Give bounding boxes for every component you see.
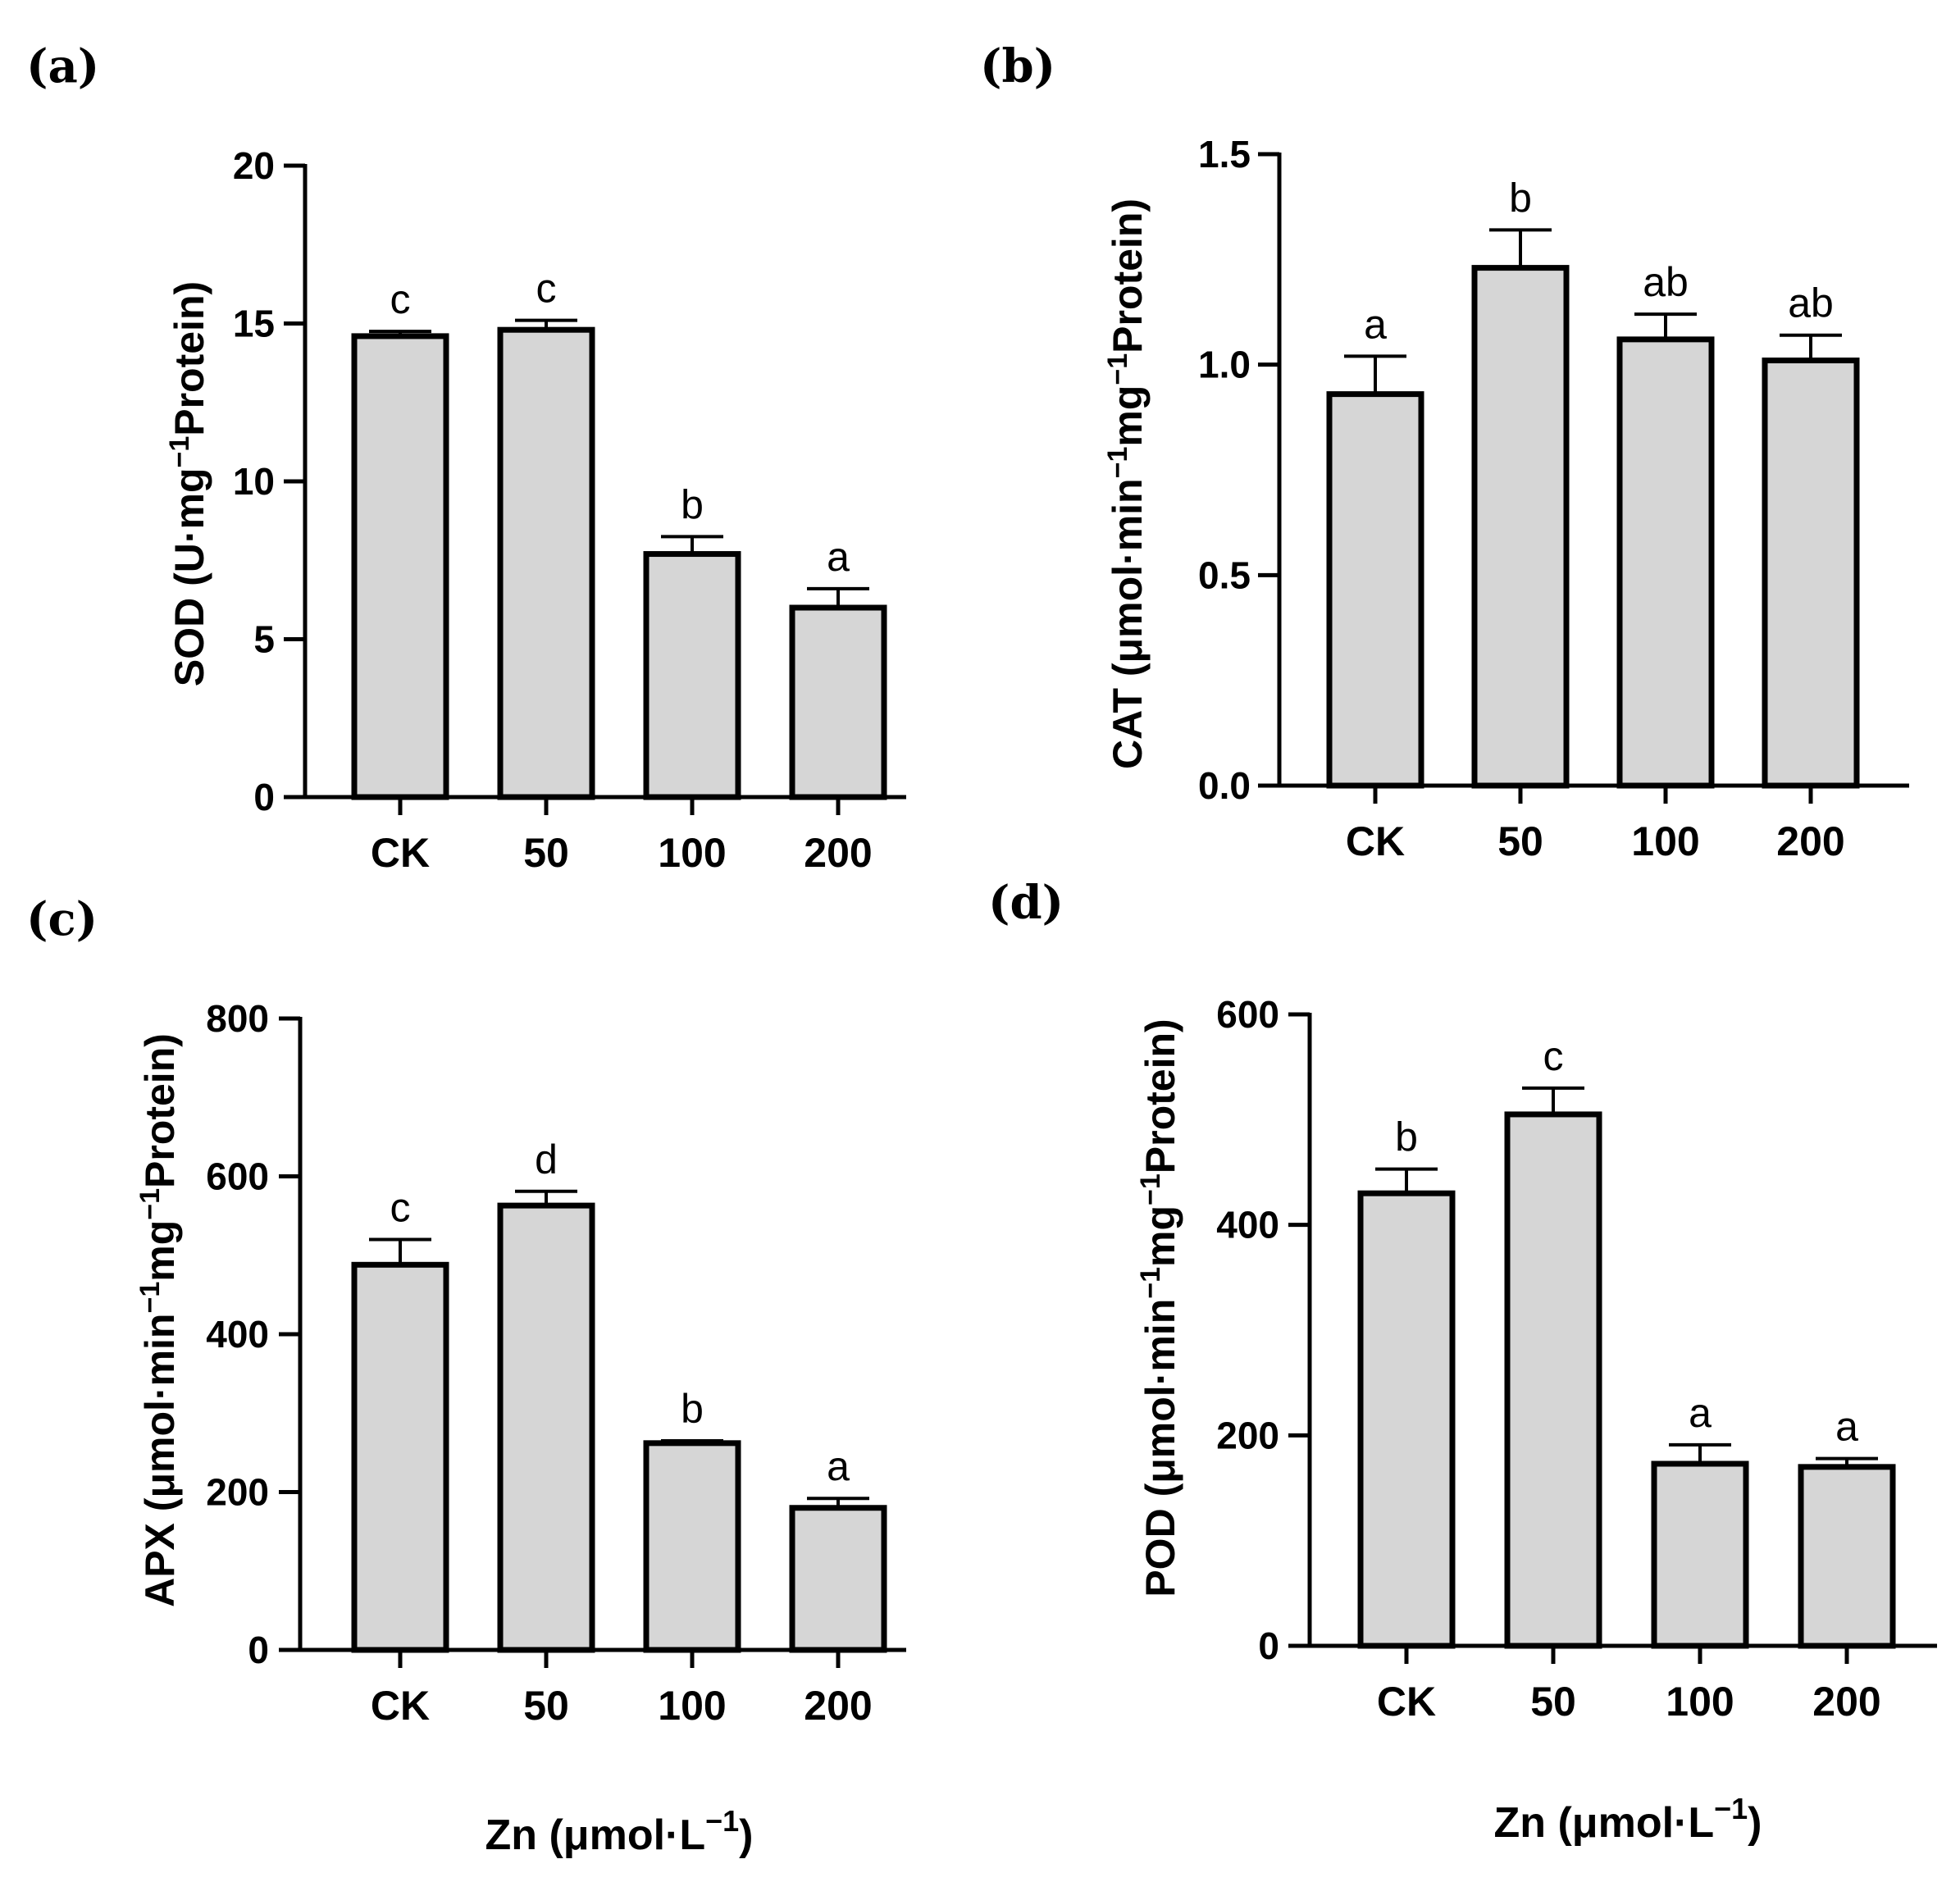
y-tick-label-a-3: 15 [233, 303, 275, 345]
sig-letter-d-CK: b [1395, 1114, 1418, 1160]
bar-c-50 [497, 1202, 595, 1653]
sig-letter-d-50: c [1543, 1033, 1564, 1079]
y-tick-label-b-3: 1.5 [1198, 133, 1251, 175]
y-tick-label-a-4: 20 [233, 144, 275, 187]
x-tick-label-c-50: 50 [523, 1683, 569, 1729]
y-tick-label-d-3: 600 [1216, 993, 1279, 1036]
sig-letter-a-100: b [681, 481, 704, 527]
y-tick-label-c-4: 800 [206, 997, 269, 1040]
sig-letter-b-200: ab [1788, 280, 1834, 326]
y-tick-label-d-2: 400 [1216, 1204, 1279, 1246]
panel-b: (b) CAT (μmol·min−1mg−1Protein) a CK b 50 ab… [980, 39, 1909, 864]
sig-letter-b-50: b [1509, 175, 1532, 221]
y-tick-label-b-0: 0.0 [1198, 764, 1251, 807]
y-tick-label-d-1: 200 [1216, 1414, 1279, 1456]
x-tick-label-b-50: 50 [1497, 818, 1543, 864]
x-tick-label-b-100: 100 [1631, 818, 1699, 864]
x-tick-label-d-200: 200 [1812, 1679, 1880, 1725]
sig-letter-a-200: a [827, 534, 850, 580]
y-tick-label-c-2: 400 [206, 1313, 269, 1356]
y-axis-label-a: SOD (U·mg−1Protein) [164, 281, 212, 686]
x-tick-label-c-200: 200 [804, 1683, 872, 1729]
y-tick-label-c-0: 0 [248, 1629, 269, 1671]
panel-d: (d) POD (μmol·min−1mg−1Protein) Zn (μmol… [988, 876, 1937, 1847]
sig-letter-d-100: a [1689, 1390, 1712, 1436]
plot-area-d: b CK c 50 a 100 a 200 0 200 400 600 [1216, 993, 1937, 1725]
x-tick-label-d-CK: CK [1377, 1679, 1436, 1725]
bar-b-50 [1471, 265, 1570, 789]
y-tick-label-a-2: 10 [233, 460, 275, 503]
x-tick-label-a-50: 50 [523, 830, 569, 876]
plot-area-a: c CK c 50 b 100 a 200 0 5 10 15 20 [233, 144, 906, 876]
sig-letter-d-200: a [1835, 1404, 1858, 1450]
panel-label-a: (a) [26, 39, 99, 93]
bar-d-200 [1798, 1464, 1896, 1649]
bar-c-100 [643, 1440, 741, 1653]
bar-a-200 [789, 604, 887, 800]
y-axis-label-d: POD (μmol·min−1mg−1Protein) [1135, 1018, 1183, 1597]
sig-letter-c-50: d [535, 1137, 558, 1183]
plot-area-b: a CK b 50 ab 100 ab 200 0.0 0.5 1.0 1.5 [1198, 133, 1909, 864]
sig-letter-c-100: b [681, 1386, 704, 1432]
sig-letter-c-CK: c [390, 1185, 411, 1231]
sig-letter-a-CK: c [390, 276, 411, 322]
x-tick-label-a-100: 100 [658, 830, 726, 876]
bar-c-CK [351, 1261, 449, 1653]
y-tick-label-d-0: 0 [1258, 1625, 1279, 1667]
y-tick-label-b-1: 0.5 [1198, 554, 1251, 596]
x-tick-label-c-100: 100 [658, 1683, 726, 1729]
y-axis-label-b: CAT (μmol·min−1mg−1Protein) [1102, 198, 1151, 769]
panel-label-b: (b) [980, 39, 1055, 93]
bar-d-CK [1357, 1190, 1456, 1649]
panel-label-c: (c) [26, 892, 98, 946]
sig-letter-a-50: c [536, 266, 557, 312]
y-axis-label-c: APX (μmol·min−1mg−1Protein) [134, 1033, 183, 1607]
x-tick-label-d-100: 100 [1666, 1679, 1734, 1725]
bar-d-100 [1651, 1460, 1749, 1649]
x-axis-label-c: Zn (μmol·L−1) [485, 1804, 753, 1859]
y-tick-label-b-2: 1.0 [1198, 344, 1251, 386]
x-tick-label-a-CK: CK [371, 830, 430, 876]
panel-label-d: (d) [988, 876, 1064, 930]
bar-a-50 [497, 326, 595, 800]
x-tick-label-b-CK: CK [1346, 818, 1405, 864]
y-tick-label-c-1: 200 [206, 1471, 269, 1514]
bar-b-200 [1762, 358, 1860, 789]
x-tick-label-b-200: 200 [1776, 818, 1844, 864]
y-tick-label-a-0: 0 [253, 776, 275, 818]
sig-letter-c-200: a [827, 1443, 850, 1489]
sig-letter-b-CK: a [1364, 301, 1387, 347]
bar-a-CK [351, 333, 449, 800]
bar-b-100 [1616, 336, 1715, 789]
bar-c-200 [789, 1505, 887, 1653]
y-tick-label-c-3: 600 [206, 1155, 269, 1198]
bar-b-CK [1326, 391, 1424, 789]
plot-area-c: c CK d 50 b 100 a 200 0 200 400 600 800 [206, 997, 906, 1729]
panel-a: (a) SOD (U·mg−1Protein) c CK c 50 b 100 a 200 0 5… [26, 39, 906, 876]
sig-letter-b-100: ab [1643, 259, 1689, 305]
panel-c: (c) APX (μmol·min−1mg−1Protein) Zn (μmol… [26, 892, 906, 1859]
x-axis-label-d: Zn (μmol·L−1) [1493, 1792, 1762, 1847]
x-tick-label-d-50: 50 [1530, 1679, 1576, 1725]
x-tick-label-c-CK: CK [371, 1683, 430, 1729]
bar-d-50 [1504, 1111, 1602, 1649]
y-tick-label-a-1: 5 [253, 618, 275, 661]
x-tick-label-a-200: 200 [804, 830, 872, 876]
bar-a-100 [643, 551, 741, 800]
